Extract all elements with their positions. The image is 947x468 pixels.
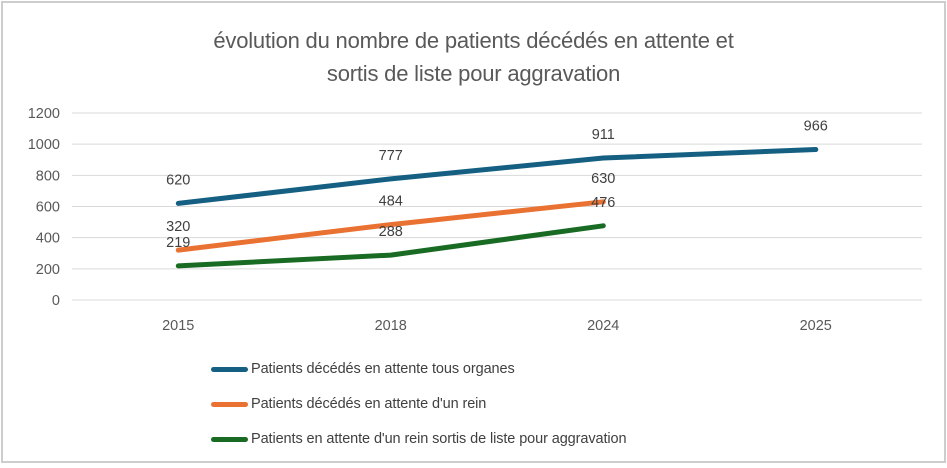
y-axis-tick-label: 400 xyxy=(36,231,60,247)
series-line xyxy=(175,223,606,269)
chart-title-line-1: évolution du nombre de patients décédés … xyxy=(213,28,734,53)
data-label: 911 xyxy=(592,127,615,143)
data-label: 630 xyxy=(591,171,615,187)
x-axis-category-label: 2024 xyxy=(587,318,619,334)
data-label: 966 xyxy=(804,118,828,134)
series-line xyxy=(175,199,606,253)
y-axis-tick-label: 800 xyxy=(36,168,60,184)
legend-swatch-line xyxy=(211,436,248,442)
legend-label: Patients décédés en attente tous organes xyxy=(251,361,515,377)
legend-item: Patients décédés en attente tous organes xyxy=(211,361,626,377)
y-axis-tick-label: 1000 xyxy=(28,137,60,153)
data-label: 320 xyxy=(166,219,190,235)
legend-item: Patients en attente d'un rein sortis de … xyxy=(211,431,627,447)
data-label: 484 xyxy=(379,194,403,210)
legend-label: Patients en attente d'un rein sortis de … xyxy=(251,431,627,447)
legend: Patients décédés en attente tous organes… xyxy=(211,361,627,447)
legend-label: Patients décédés en attente d'un rein xyxy=(251,396,487,412)
x-axis-category-label: 2015 xyxy=(162,318,194,334)
y-axis-tick-label: 600 xyxy=(36,200,60,216)
data-label: 777 xyxy=(379,148,403,164)
x-axis-category-label: 2025 xyxy=(800,318,832,334)
chart-title-line-2: sortis de liste pour aggravation xyxy=(326,61,621,86)
data-label: 219 xyxy=(166,235,190,251)
chart-title: évolution du nombre de patients décédés … xyxy=(0,24,947,90)
x-axis-category-label: 2018 xyxy=(375,318,407,334)
y-axis-tick-label: 0 xyxy=(52,293,60,309)
legend-swatch-line xyxy=(211,401,248,407)
legend-swatch-line xyxy=(211,366,248,372)
legend-item: Patients décédés en attente d'un rein xyxy=(211,396,626,412)
series-line xyxy=(175,147,819,206)
y-axis-tick-label: 200 xyxy=(36,262,60,278)
y-axis-tick-label: 1200 xyxy=(28,106,60,122)
data-label: 288 xyxy=(379,224,403,240)
data-label: 620 xyxy=(166,172,190,188)
data-label: 476 xyxy=(591,195,615,211)
